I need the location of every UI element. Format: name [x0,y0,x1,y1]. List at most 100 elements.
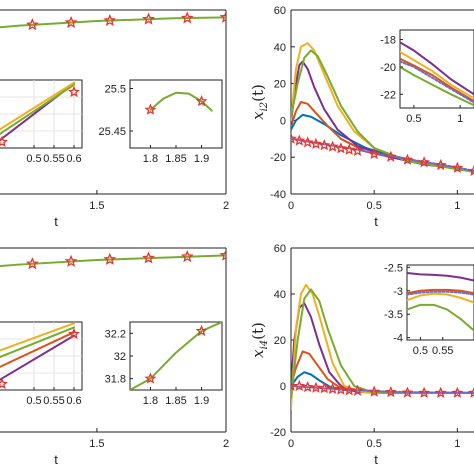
star-marker [301,380,314,393]
star-marker [180,11,194,24]
inset-bottom-left-1: 1.8 1.85 1.9 32.2 32 31.8 [105,321,223,407]
inset-line-green [407,303,474,332]
inset-x-tick-label: 0.5 [406,113,421,125]
x-tick-label: 2 [223,200,229,212]
inset-line-red [407,288,474,295]
x-axis-label: t [374,214,378,229]
star-marker [326,140,339,152]
star-marker [103,13,117,27]
inset-x-tick-label: 0.5 [413,345,428,357]
inset-lines [0,322,80,390]
star-marker [219,10,226,23]
y-axis-label-sub: i4 [259,340,270,350]
inset-y-tick-label: 25.45 [98,126,126,138]
inset-y-tick-label: 32.2 [105,328,126,340]
star-marker [310,137,322,149]
star-marker [68,85,80,98]
series-line-green [291,49,474,173]
inset-x-tick-label: 0.6 [66,395,81,407]
star-marker [0,135,8,148]
inset-y-tick-label: 31.8 [105,374,126,386]
star-marker [26,257,39,270]
inset-lines [144,91,213,115]
star-marker [293,379,306,392]
x-tick-label: 2 [223,438,229,450]
series-line-green [0,254,226,267]
x-tick-label: 1.5 [89,438,104,450]
star-marker [351,384,364,396]
inset-bottom-right-0: 0.5 0.55 -2.5 -3 -3.5 -4 [384,262,474,357]
chart-top-right: 0 0.5 1 60 40 20 0 -20 -40 t xi2(t) 0.5 1 -18 -20 -22 [249,5,474,229]
inset-line-yellow [0,81,75,131]
inset-x-tick-label: 1.8 [143,153,158,165]
x-tick-label: 0.5 [367,438,382,450]
star-marker [68,327,80,340]
star-marker [64,15,78,28]
inset-y-tick-label: 25.5 [105,84,126,96]
star-marker [64,254,78,267]
star-marker [142,251,155,264]
y-axis-label-arg: (t) [249,322,267,340]
y-axis-label: xi2(t) [249,84,270,120]
inset-line-purple [400,41,474,96]
y-tick-label: 40 [274,289,286,301]
y-tick-label: -20 [270,152,286,164]
inset-x-tick-label: 1.9 [194,153,209,165]
inset-y-tick-label: -3.5 [384,309,403,321]
star-marker [434,158,447,171]
inset-x-tick-label: 1 [457,113,463,125]
x-tick-label: 0 [288,438,294,450]
x-tick-label: 0 [288,200,294,212]
y-axis-label: xi4(t) [249,322,270,358]
star-marker [343,143,356,155]
y-axis-label-arg: (t) [249,84,267,102]
series-group [291,42,474,177]
y-tick-label: 20 [274,79,286,91]
inset-y-tick-label: -2.5 [384,262,403,274]
star-marker [401,386,414,398]
star-marker [219,248,226,261]
series-line-refline [291,137,474,172]
inset-y-tick-label: -20 [380,62,396,74]
star-marker [384,386,397,398]
star-marker [384,150,397,162]
inset-line-green [0,83,75,136]
inset-x-tick-label: 1.8 [143,395,158,407]
inset-x-tick-label: 0.6 [66,153,81,165]
inset-top-left-1: 1.8 1.85 1.9 25.5 25.45 [98,79,223,165]
series-line-refline [291,385,474,394]
star-marker [335,142,347,154]
inset-line-green [400,65,474,107]
star-marker [335,383,347,395]
star-marker [318,382,331,394]
star-marker [451,386,464,398]
inset-y-tick-label: -18 [380,35,396,47]
star-marker [142,12,155,25]
inset-line-yellow [407,292,474,304]
x-axis-label: t [54,452,58,467]
x-tick-label: 0.5 [367,200,382,212]
star-marker [301,136,314,148]
inset-line-yellow [0,322,75,352]
y-tick-label: 0 [280,115,286,127]
inset-x-tick-label: 0.5 [26,153,41,165]
x-tick-label: 1.5 [89,200,104,212]
star-marker [326,382,339,395]
y-axis-label-base: x [249,111,267,120]
inset-frame [129,321,223,391]
star-marker [0,377,8,390]
series-group [0,248,226,270]
x-tick-label: 1 [454,200,460,212]
x-axis-label: t [54,214,58,229]
x-axis-label: t [374,452,378,467]
star-marker [318,139,331,151]
inset-line-red [0,331,75,368]
star-marker [418,386,430,398]
y-tick-label: 60 [274,5,286,17]
star-marker [468,164,474,177]
inset-y-tick-label: -22 [380,89,396,101]
inset-lines [0,81,80,148]
star-marker [368,147,381,160]
inset-x-tick-label: 0.55 [432,345,453,357]
